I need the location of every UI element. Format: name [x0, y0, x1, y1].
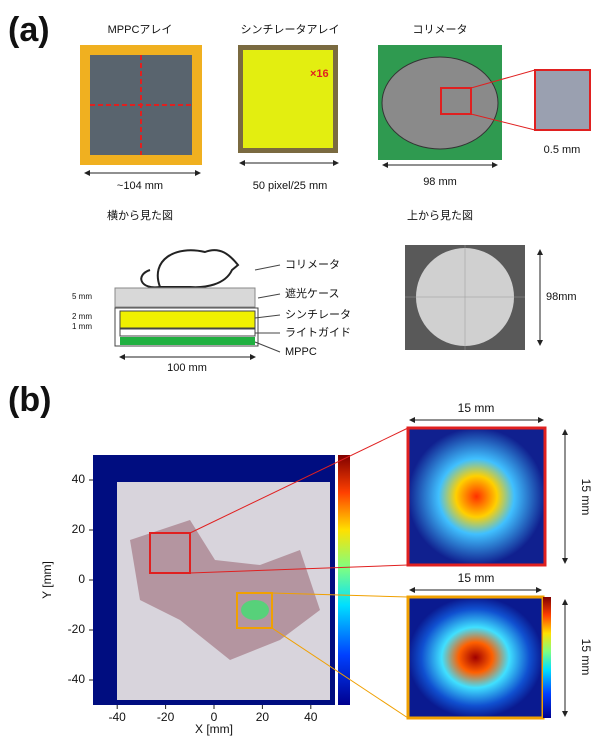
- dimension: 0.5 mm: [544, 144, 581, 156]
- y-tick-label: 40: [72, 472, 86, 486]
- part-label: MPPC: [285, 346, 317, 358]
- zoom-width: 15 mm: [458, 401, 495, 415]
- dimension: ~104 mm: [117, 180, 163, 192]
- page: (a) MPPCアレイ シンチレータアレイ コリメータ ~104 mm ×16 …: [0, 0, 594, 740]
- y-tick-label: 20: [72, 522, 86, 536]
- y-tick-label: -40: [68, 672, 86, 686]
- side-view-diagram: [115, 250, 280, 357]
- y-tick-label: -20: [68, 622, 86, 636]
- height-label: 1 mm: [72, 322, 92, 331]
- dimension: 98 mm: [423, 176, 457, 188]
- x-tick-label: 40: [304, 710, 318, 724]
- part-label: コリメータ: [285, 258, 340, 271]
- top-view-diagram: [405, 245, 540, 350]
- part-label: 遮光ケース: [285, 286, 339, 300]
- collimator-photo: [378, 45, 590, 160]
- y-tick-label: 0: [78, 572, 85, 586]
- height-label: 2 mm: [72, 312, 92, 321]
- part-label: ライトガイド: [285, 326, 351, 339]
- dimension: 100 mm: [167, 362, 207, 374]
- zoom-height: 15 mm: [579, 479, 593, 516]
- panel-label: (b): [8, 381, 51, 419]
- x-tick-label: -40: [109, 710, 127, 724]
- mppc-photo: [80, 45, 202, 165]
- x-tick-label: 0: [211, 710, 218, 724]
- x-axis-label: X [mm]: [195, 722, 233, 736]
- photo-title: コリメータ: [413, 23, 468, 36]
- figure: (a) MPPCアレイ シンチレータアレイ コリメータ ~104 mm ×16 …: [0, 0, 594, 740]
- y-axis-label: Y [mm]: [40, 561, 54, 599]
- height-label: 5 mm: [72, 292, 92, 301]
- x-tick-label: 20: [256, 710, 270, 724]
- dimension: 98mm: [546, 291, 577, 303]
- view-title: 上から見た図: [407, 209, 473, 222]
- image-plot: [93, 420, 565, 718]
- x-tick-label: -20: [157, 710, 175, 724]
- scintillator-photo: [238, 45, 338, 153]
- part-label: シンチレータ: [285, 308, 351, 321]
- panel-label: (a): [8, 11, 50, 49]
- zoom-width: 15 mm: [458, 571, 495, 585]
- view-title: 横から見た図: [107, 208, 173, 222]
- photo-title: シンチレータアレイ: [241, 23, 340, 36]
- zoom-height: 15 mm: [579, 639, 593, 676]
- photo-title: MPPCアレイ: [108, 24, 173, 36]
- note: ×16: [310, 68, 329, 80]
- dimension: 50 pixel/25 mm: [253, 180, 328, 192]
